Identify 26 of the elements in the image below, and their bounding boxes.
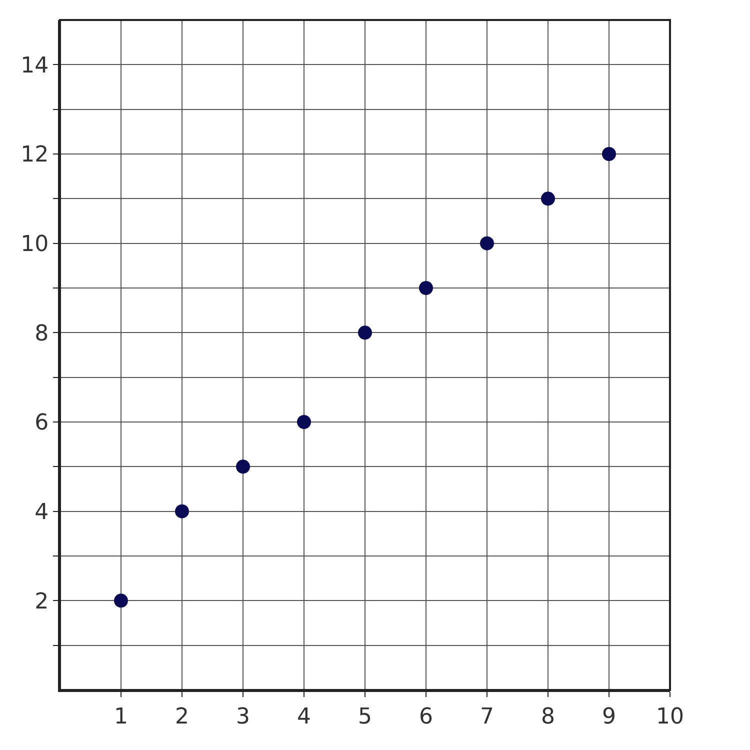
x-tick-label: 7 (480, 704, 494, 730)
y-tick-label: 14 (20, 53, 49, 78)
y-tick-label: 10 (20, 232, 49, 258)
point (419, 281, 433, 295)
x-tick-label: 10 (656, 704, 684, 730)
point (175, 504, 189, 518)
y-tick-label: 4 (34, 500, 49, 526)
y-tick-label: 8 (34, 321, 49, 346)
point (358, 326, 372, 340)
x-tick-label: 9 (602, 704, 616, 730)
y-tick-label: 12 (20, 142, 49, 168)
point (602, 147, 616, 161)
point (480, 236, 494, 250)
x-tick-label: 4 (297, 704, 311, 730)
point (297, 415, 311, 429)
point (236, 460, 250, 474)
x-tick-label: 5 (358, 704, 372, 730)
point (541, 192, 555, 206)
x-tick-label: 6 (419, 704, 433, 730)
point (114, 594, 128, 608)
x-tick-label: 8 (541, 704, 555, 730)
x-tick-label: 1 (114, 704, 128, 730)
x-tick-label: 3 (236, 704, 250, 730)
y-tick-label: 6 (34, 410, 49, 436)
y-tick-label: 2 (34, 589, 49, 614)
x-tick-label: 2 (175, 704, 189, 730)
